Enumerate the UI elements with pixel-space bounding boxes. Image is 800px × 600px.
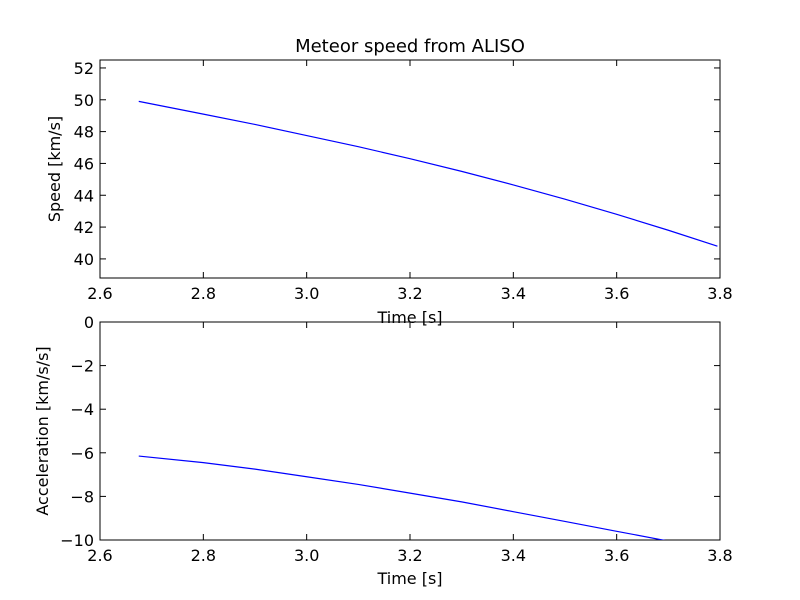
acceleration-y-tick-label: −10	[60, 531, 94, 550]
speed-y-tick-label: 44	[74, 186, 94, 205]
speed-y-tick-label: 48	[74, 123, 94, 142]
acceleration-y-tick-label: −2	[70, 357, 94, 376]
acceleration-x-tick-label: 3.2	[397, 546, 422, 565]
acceleration-x-tick-label: 2.6	[87, 546, 112, 565]
speed-chart: Meteor speed from ALISO 2.6 2.8 3.0 3.2 3.4 3.…	[45, 36, 733, 327]
acceleration-chart: 2.6 2.8 3.0 3.2 3.4 3.6 3.8 0 −2 −4 −6 −8 −10 Time [s…	[33, 313, 733, 588]
speed-y-tick-label: 52	[74, 59, 94, 78]
acceleration-x-tick-label: 3.6	[604, 546, 629, 565]
speed-y-tick-label: 40	[74, 250, 94, 269]
speed-y-tick-label: 50	[74, 91, 94, 110]
speed-x-tick-label: 3.2	[397, 284, 422, 303]
speed-x-tick-label: 3.4	[501, 284, 526, 303]
speed-chart-title: Meteor speed from ALISO	[295, 36, 525, 57]
speed-y-tick-label: 42	[74, 218, 94, 237]
acceleration-x-tick-label: 3.4	[501, 546, 526, 565]
acceleration-y-axis-label: Acceleration [km/s/s]	[33, 346, 52, 515]
acceleration-y-tick-label: −4	[70, 400, 94, 419]
acceleration-y-tick-label: 0	[84, 313, 94, 332]
acceleration-y-tick-label: −6	[70, 444, 94, 463]
speed-y-axis-label: Speed [km/s]	[45, 116, 64, 222]
acceleration-x-tick-label: 3.8	[707, 546, 732, 565]
speed-axes-frame	[99, 59, 721, 279]
speed-y-tick-label: 46	[74, 154, 94, 173]
speed-x-tick-label: 3.8	[707, 284, 732, 303]
speed-x-tick-label: 3.0	[294, 284, 319, 303]
acceleration-y-tick-label: −8	[70, 487, 94, 506]
speed-x-tick-label: 3.6	[604, 284, 629, 303]
speed-x-tick-label: 2.6	[87, 284, 112, 303]
acceleration-series-line	[138, 455, 666, 540]
acceleration-x-axis-label: Time [s]	[376, 569, 442, 588]
speed-series-line	[138, 100, 718, 247]
speed-x-tick-label: 2.8	[191, 284, 216, 303]
acceleration-axes-frame	[99, 321, 721, 541]
acceleration-x-tick-label: 3.0	[294, 546, 319, 565]
acceleration-x-tick-label: 2.8	[191, 546, 216, 565]
